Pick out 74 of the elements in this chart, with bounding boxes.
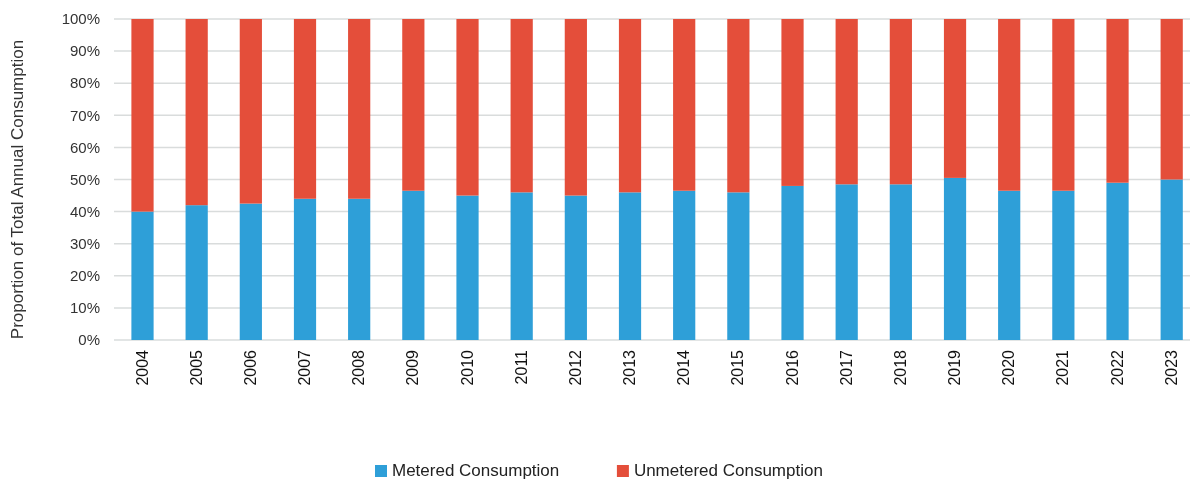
x-tick-label: 2004	[133, 349, 151, 386]
x-tick-label: 2021	[1054, 349, 1072, 386]
y-tick-label: 90%	[69, 42, 100, 60]
x-tick-label: 2019	[946, 349, 964, 386]
x-tick-label: 2013	[621, 349, 639, 386]
x-tick-label: 2011	[512, 349, 530, 385]
bar	[131, 211, 154, 340]
bar	[781, 19, 804, 186]
x-tick-label: 2014	[675, 349, 693, 386]
bar	[889, 19, 912, 185]
y-axis-title: Proportion of Total Annual Consumption	[8, 39, 27, 340]
x-tick-label: 2009	[404, 349, 422, 386]
bar	[185, 19, 208, 206]
bar	[239, 19, 262, 204]
bar	[564, 19, 587, 196]
x-tick-label: 2022	[1108, 349, 1126, 386]
bar	[1052, 19, 1075, 191]
y-tick-label: 30%	[69, 234, 100, 252]
bar	[239, 203, 262, 340]
x-tick-label: 2007	[296, 349, 314, 386]
bar	[456, 195, 479, 340]
bar	[1160, 19, 1183, 180]
bar	[131, 19, 154, 212]
legend-label: Unmetered Consumption	[633, 461, 823, 480]
bar	[618, 19, 642, 193]
x-tick-label: 2018	[891, 349, 909, 386]
bar	[1160, 179, 1183, 340]
bar	[673, 19, 696, 191]
y-tick-label: 20%	[69, 267, 100, 285]
y-tick-label: 10%	[69, 299, 100, 317]
x-tick-label: 2020	[1000, 349, 1018, 386]
bar	[564, 195, 587, 340]
bar	[943, 177, 967, 340]
y-tick-label: 70%	[69, 106, 100, 124]
x-tick-label: 2023	[1162, 349, 1180, 386]
bar	[889, 184, 912, 340]
bar	[1106, 19, 1129, 183]
x-tick-label: 2015	[729, 349, 747, 386]
bar	[293, 198, 317, 340]
x-tick-label: 2016	[783, 349, 801, 386]
bar	[348, 19, 371, 199]
bar	[727, 192, 750, 340]
legend-label: Metered Consumption	[392, 461, 560, 480]
y-tick-label: 80%	[69, 74, 100, 92]
bar	[1052, 190, 1075, 340]
bar	[402, 19, 425, 191]
x-tick-label: 2006	[241, 349, 259, 386]
x-tick-label: 2005	[187, 349, 205, 386]
bar	[510, 192, 533, 340]
x-tick-label: 2008	[350, 349, 368, 386]
y-tick-label: 0%	[78, 331, 100, 349]
y-tick-label: 60%	[69, 138, 100, 156]
bar	[727, 19, 750, 193]
x-tick-label: 2017	[837, 349, 855, 386]
bar	[348, 198, 371, 340]
bar	[673, 190, 696, 340]
y-tick-label: 50%	[69, 170, 100, 188]
bar	[1106, 182, 1129, 340]
bar	[835, 184, 858, 340]
bar	[185, 205, 208, 340]
bar	[998, 19, 1021, 191]
bar	[293, 19, 317, 199]
y-tick-label: 40%	[69, 202, 100, 220]
y-tick-label: 100%	[61, 10, 100, 28]
bar	[456, 19, 479, 196]
bar	[943, 19, 967, 178]
x-tick-label: 2010	[458, 349, 476, 386]
bar	[998, 190, 1021, 340]
bar	[510, 19, 533, 193]
bar	[618, 192, 642, 340]
bar	[402, 190, 425, 340]
bar	[781, 185, 804, 340]
x-tick-label: 2012	[566, 349, 584, 386]
bar	[835, 19, 858, 185]
